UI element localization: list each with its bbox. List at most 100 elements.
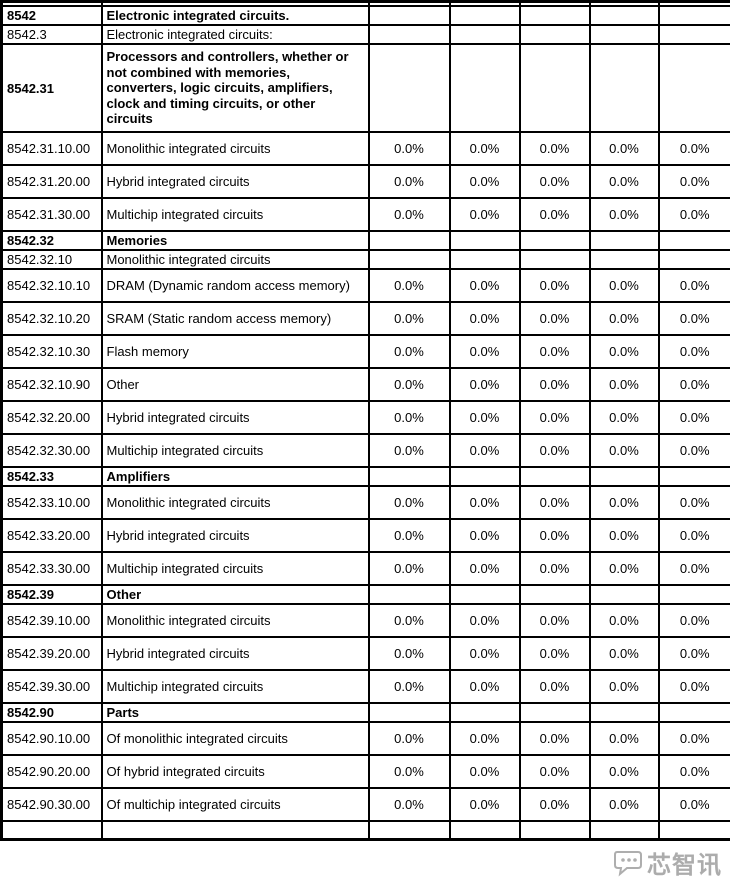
rate-cell: 0.0% (367, 301, 451, 336)
rate-cell: 0.0% (588, 485, 660, 520)
rate-cell: 0.0% (367, 669, 451, 704)
table-row: 8542.32.10.30 Flash memory 0.0% 0.0% 0.0% 0.0… (0, 334, 730, 369)
description-cell: Of monolithic integrated circuits (100, 721, 370, 756)
rate-cell (657, 24, 730, 45)
rate-cell: 0.0% (657, 197, 730, 232)
table-row: 8542.90.10.00 Of monolithic integrated ci… (0, 721, 730, 756)
description-cell: Other (100, 584, 370, 605)
rate-cell (367, 230, 451, 251)
rate-cell (518, 584, 591, 605)
rate-cell: 0.0% (588, 754, 660, 789)
rate-cell: 0.0% (448, 551, 521, 586)
rate-cell: 0.0% (367, 551, 451, 586)
rate-cell: 0.0% (588, 669, 660, 704)
table-row (0, 820, 730, 839)
rate-cell: 0.0% (657, 551, 730, 586)
rate-cell: 0.0% (448, 197, 521, 232)
rate-cell (588, 24, 660, 45)
rate-cell: 0.0% (367, 485, 451, 520)
rate-cell (588, 702, 660, 723)
rate-cell: 0.0% (657, 433, 730, 468)
rate-cell: 0.0% (657, 334, 730, 369)
rate-cell: 0.0% (588, 334, 660, 369)
rate-cell: 0.0% (367, 433, 451, 468)
rate-cell: 0.0% (518, 433, 591, 468)
rate-cell: 0.0% (518, 485, 591, 520)
rate-cell: 0.0% (657, 754, 730, 789)
rate-cell: 0.0% (448, 787, 521, 822)
rate-cell: 0.0% (657, 164, 730, 199)
rate-cell: 0.0% (448, 518, 521, 553)
xinzhixun-logo-icon (614, 850, 642, 877)
rate-cell (588, 584, 660, 605)
rate-cell: 0.0% (367, 268, 451, 303)
rate-cell: 0.0% (518, 400, 591, 435)
description-cell: Multichip integrated circuits (100, 669, 370, 704)
rate-cell: 0.0% (518, 518, 591, 553)
tariff-table: 8542 Electronic integrated circuits. 8542.… (0, 0, 730, 841)
hs-code-cell: 8542.90.30.00 (0, 787, 103, 822)
rate-cell (448, 43, 521, 133)
description-cell: Electronic integrated circuits: (100, 24, 370, 45)
description-cell: Multichip integrated circuits (100, 551, 370, 586)
rate-cell (657, 820, 730, 839)
rate-cell: 0.0% (448, 334, 521, 369)
hs-code-cell: 8542.32.20.00 (0, 400, 103, 435)
table-row: 8542.32.10.90 Other 0.0% 0.0% 0.0% 0.0% 0.0% (0, 367, 730, 402)
table-row: 8542.33.10.00 Monolithic integrated circu… (0, 485, 730, 520)
rate-cell: 0.0% (367, 334, 451, 369)
rate-cell (448, 584, 521, 605)
rate-cell (448, 702, 521, 723)
hs-code-cell: 8542.31.10.00 (0, 131, 103, 166)
rate-cell: 0.0% (588, 787, 660, 822)
rate-cell (518, 820, 591, 839)
rate-cell: 0.0% (518, 721, 591, 756)
hs-code-cell: 8542.33 (0, 466, 103, 487)
rate-cell (657, 43, 730, 133)
rate-cell: 0.0% (367, 367, 451, 402)
rate-cell (588, 43, 660, 133)
hs-code-cell: 8542.31.20.00 (0, 164, 103, 199)
rate-cell: 0.0% (588, 400, 660, 435)
rate-cell: 0.0% (657, 367, 730, 402)
rate-cell (367, 820, 451, 839)
hs-code-cell: 8542.39.20.00 (0, 636, 103, 671)
rate-cell: 0.0% (448, 367, 521, 402)
table-row: 8542.32 Memories (0, 230, 730, 251)
description-cell: Flash memory (100, 334, 370, 369)
rate-cell: 0.0% (367, 721, 451, 756)
table-row: 8542.90.30.00 Of multichip integrated cir… (0, 787, 730, 822)
hs-code-cell: 8542.39 (0, 584, 103, 605)
table-row: 8542.33 Amplifiers (0, 466, 730, 487)
rate-cell: 0.0% (367, 787, 451, 822)
rate-cell (518, 466, 591, 487)
rate-cell: 0.0% (367, 131, 451, 166)
rate-cell: 0.0% (518, 131, 591, 166)
rate-cell: 0.0% (518, 197, 591, 232)
watermark: 芯智讯 (612, 845, 722, 880)
rate-cell (367, 5, 451, 26)
description-cell: Hybrid integrated circuits (100, 400, 370, 435)
rate-cell (657, 5, 730, 26)
table-row: 8542.39 Other (0, 584, 730, 605)
rate-cell (367, 702, 451, 723)
description-cell: Monolithic integrated circuits (100, 485, 370, 520)
rate-cell: 0.0% (448, 433, 521, 468)
rate-cell (588, 230, 660, 251)
rate-cell: 0.0% (657, 721, 730, 756)
rate-cell (588, 466, 660, 487)
rate-cell (448, 466, 521, 487)
table-row: 8542.32.20.00 Hybrid integrated circuits 0… (0, 400, 730, 435)
rate-cell: 0.0% (657, 787, 730, 822)
table-row: 8542.39.20.00 Hybrid integrated circuits 0… (0, 636, 730, 671)
rate-cell: 0.0% (518, 367, 591, 402)
table-row: 8542.39.10.00 Monolithic integrated circu… (0, 603, 730, 638)
hs-code-cell: 8542.32.30.00 (0, 433, 103, 468)
rate-cell (588, 820, 660, 839)
hs-code-cell: 8542.39.10.00 (0, 603, 103, 638)
rate-cell: 0.0% (657, 301, 730, 336)
rate-cell: 0.0% (367, 400, 451, 435)
table-row: 8542.31.30.00 Multichip integrated circui… (0, 197, 730, 232)
hs-code-cell: 8542.32.10.20 (0, 301, 103, 336)
